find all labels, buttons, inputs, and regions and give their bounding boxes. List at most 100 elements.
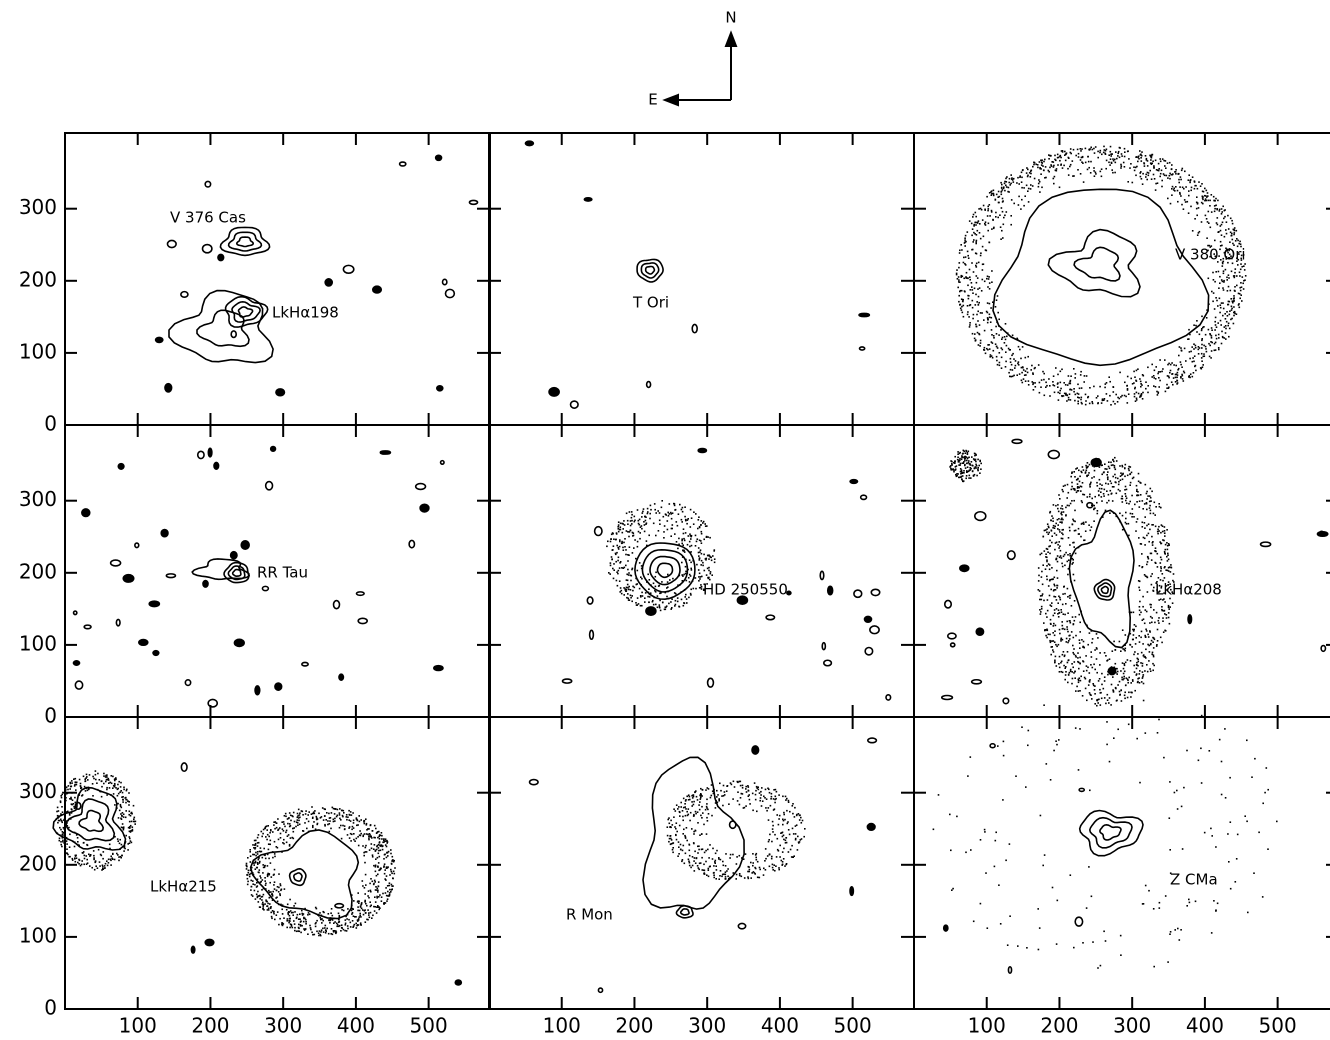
halo-dot [974,233,976,235]
halo-dot [1140,386,1142,388]
halo-dot [777,838,779,840]
halo-dot [1182,378,1184,380]
halo-dot [778,794,780,796]
halo-dot [325,932,327,934]
halo-dot [702,522,704,524]
halo-dot [249,849,251,851]
contour [233,570,241,577]
halo-dot [1107,479,1109,481]
halo-dot [701,533,703,535]
halo-dot [1152,524,1154,526]
halo-dot [1223,218,1225,220]
halo-dot [1075,635,1077,637]
halo-dot [1097,402,1099,404]
halo-dot [1064,655,1066,657]
halo-dot [643,508,645,510]
halo-dot [1133,371,1135,373]
halo-dot [367,919,369,921]
halo-dot [691,569,693,571]
halo-dot [1012,353,1014,355]
halo-dot [975,224,977,226]
halo-dot [1072,562,1074,564]
halo-dot [1143,674,1145,676]
halo-dot [993,337,995,339]
halo-dot [690,575,692,577]
halo-dot [118,781,120,783]
halo-dot [725,853,727,855]
halo-dot [1214,308,1216,310]
halo-dot [981,290,983,292]
halo-dot [997,347,999,349]
halo-dot [88,854,90,856]
halo-dot [681,562,683,564]
star [241,541,249,549]
halo-dot [975,241,977,243]
halo-dot [1166,529,1168,531]
halo-dot [1005,351,1007,353]
halo-dot [666,596,668,598]
halo-dot [1062,625,1064,627]
halo-dot [1082,660,1084,662]
halo-dot [1153,174,1155,176]
halo-dot [1211,291,1213,293]
halo-dot [1209,200,1211,202]
halo-dot [1012,369,1014,371]
halo-dot [1151,376,1153,378]
halo-dot [711,574,713,576]
halo-dot [1051,567,1053,569]
halo-dot [1062,604,1064,606]
halo-dot [1144,623,1146,625]
halo-dot [644,597,646,599]
halo-dot [1055,625,1057,627]
star [420,504,429,512]
halo-dot [331,928,333,930]
halo-dot [1065,666,1067,668]
halo-dot [768,841,770,843]
halo-dot [1109,697,1111,699]
halo-dot [1178,182,1180,184]
halo-dot [975,324,977,326]
halo-dot [77,841,79,843]
halo-dot [1077,652,1079,654]
halo-dot [1201,330,1203,332]
halo-dot [1054,392,1056,394]
halo-dot [347,834,349,836]
halo-dot [1059,160,1061,162]
halo-dot [1053,525,1055,527]
halo-dot [1108,376,1110,378]
halo-dot [294,923,296,925]
halo-dot [686,580,688,582]
halo-dot [108,778,110,780]
halo-dot [1185,201,1187,203]
halo-dot [271,876,273,878]
halo-dot [685,566,687,568]
halo-dot [1164,577,1166,579]
halo-dot [971,282,973,284]
halo-dot [954,456,956,458]
halo-dot [260,906,262,908]
halo-dot [981,312,983,314]
halo-dot [953,469,955,471]
halo-dot [69,856,71,858]
halo-dot [1224,337,1226,339]
halo-dot [337,809,339,811]
halo-dot [1054,662,1056,664]
halo-dot [1046,576,1048,578]
halo-dot [276,822,278,824]
star [208,448,212,456]
halo-dot [1142,526,1144,528]
halo-dot [1008,348,1010,350]
halo-dot [785,799,787,801]
halo-dot [262,857,264,859]
halo-dot [1198,207,1200,209]
halo-dot [706,536,708,538]
halo-dot [1106,393,1108,395]
halo-dot [1004,342,1006,344]
halo-dot [655,586,657,588]
halo-dot [615,554,617,556]
halo-dot [1230,218,1232,220]
halo-dot [1224,209,1226,211]
halo-dot [695,862,697,864]
halo-dot [681,519,683,521]
halo-dot [685,853,687,855]
